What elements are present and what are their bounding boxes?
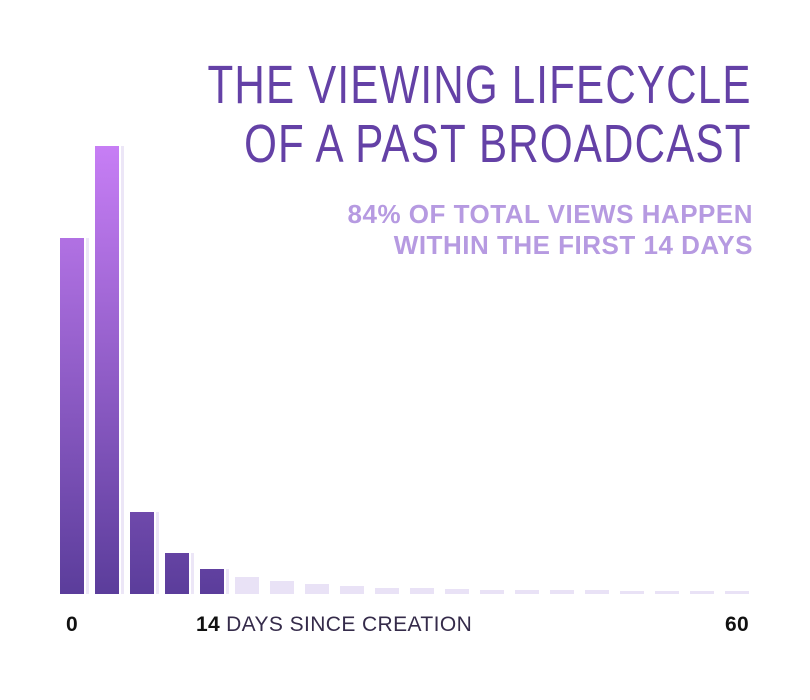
x-tick-0: 0 — [66, 613, 78, 636]
bar-16 — [620, 590, 644, 594]
bar-19 — [725, 591, 749, 594]
bar-2 — [130, 512, 159, 594]
chart-title-line2: OF A PAST BROADCAST — [244, 114, 752, 174]
bar-14 — [550, 590, 574, 594]
bar-13 — [515, 590, 539, 594]
x-tick-14: 14 — [196, 613, 220, 636]
bar-3 — [165, 552, 194, 595]
bar-11 — [445, 589, 469, 594]
chart-subtitle: 84% OF TOTAL VIEWS HAPPEN WITHIN THE FIR… — [348, 199, 753, 261]
bar-8 — [340, 585, 364, 594]
bar-1 — [95, 146, 124, 594]
bar-chart — [60, 146, 749, 595]
bar-7 — [305, 584, 329, 594]
x-tick-14-and-axis-label: 14 DAYS SINCE CREATION — [196, 612, 472, 637]
bar-15 — [585, 590, 609, 594]
chart-subtitle-line1: 84% OF TOTAL VIEWS HAPPEN — [347, 199, 753, 229]
bar-5 — [235, 577, 259, 594]
chart-title: THE VIEWING LIFECYCLE OF A PAST BROADCAS… — [208, 56, 752, 174]
x-axis-title-text: DAYS SINCE CREATION — [226, 613, 473, 636]
bar-18 — [690, 591, 714, 594]
x-tick-60: 60 — [725, 613, 749, 636]
bar-4 — [200, 568, 229, 595]
chart-title-line1: THE VIEWING LIFECYCLE — [207, 55, 752, 115]
bar-17 — [655, 590, 679, 594]
chart-subtitle-line2: WITHIN THE FIRST 14 DAYS — [393, 230, 753, 260]
x-axis-title: DAYS SINCE CREATION — [220, 613, 472, 636]
bar-6 — [270, 581, 294, 594]
bar-0 — [60, 237, 89, 595]
bar-9 — [375, 587, 399, 594]
bar-12 — [480, 589, 504, 594]
bar-10 — [410, 588, 434, 594]
